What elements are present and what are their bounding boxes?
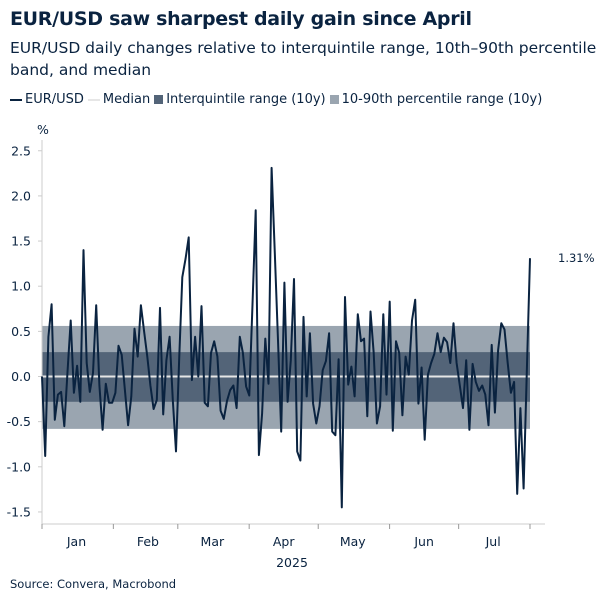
legend-label: Median [102,92,151,107]
legend-item: Interquintile range (10y) [154,92,326,107]
x-year-label: 2025 [276,555,308,570]
x-tick-label: Apr [273,534,295,549]
legend-item: EUR/USD [10,92,84,107]
eurusd-line [41,166,531,509]
legend-swatch [87,98,100,101]
y-tick-label: 2.0 [11,188,31,203]
legend: EUR/USD Median Interquintile range (10y) 10… [10,92,546,107]
y-tick-label: 1.5 [11,234,31,249]
y-tick-label: -1.0 [7,459,31,474]
x-tick-label: Jan [66,534,86,549]
source-note: Source: Convera, Macrobond [10,577,177,591]
legend-label: Interquintile range (10y) [166,92,326,107]
legend-swatch [10,98,22,101]
chart-subtitle: EUR/USD daily changes relative to interq… [10,39,597,79]
y-unit-label: % [37,122,49,137]
legend-swatch [154,95,164,104]
last-value-label: 1.31% [558,251,595,265]
legend-swatch [329,95,339,104]
y-tick-label: 1.0 [11,279,31,294]
x-tick-label: Mar [201,534,225,549]
legend-item: 10-90th percentile range (10y) [329,92,543,107]
legend-label: EUR/USD [25,92,84,107]
legend-item: Median [87,92,151,107]
x-tick-label: May [340,534,366,549]
legend-label: 10-90th percentile range (10y) [341,92,543,107]
x-tick-label: Jun [413,534,434,549]
x-tick-label: Feb [137,534,159,549]
y-tick-label: 0.0 [11,369,31,384]
y-tick-label: 0.5 [11,324,31,339]
y-tick-label: 2.5 [11,143,31,158]
x-tick-label: Jul [485,534,501,549]
chart-title: EUR/USD saw sharpest daily gain since Ap… [10,8,472,30]
y-tick-label: -0.5 [7,414,31,429]
y-tick-label: -1.5 [7,504,31,519]
